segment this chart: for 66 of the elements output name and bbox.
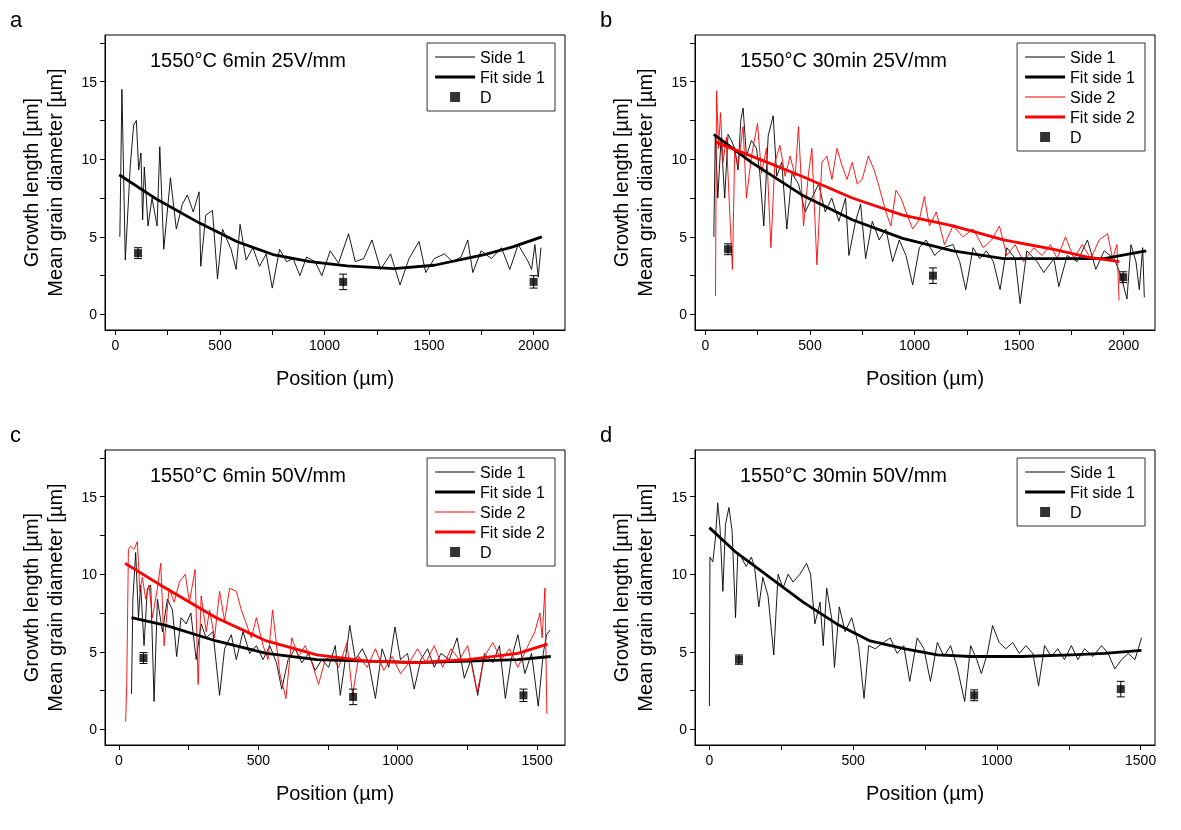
legend-label: Fit side 1 xyxy=(480,483,546,501)
text: 1550°C 30min 25V/mm xyxy=(740,49,947,71)
y-tick-label: 5 xyxy=(679,643,688,660)
y-tick-label: 10 xyxy=(671,151,688,168)
legend-label: Side 2 xyxy=(480,503,526,521)
y-axis-title: Growth length [µm] Mean grain diameter [µm] xyxy=(20,483,66,712)
y-tick-label: 10 xyxy=(81,151,98,168)
legend-label: Fit side 1 xyxy=(480,68,546,86)
x-axis-title: Position (µm) xyxy=(275,367,395,389)
x-tick-label: 0 xyxy=(115,752,124,768)
x-tick-label: 1500 xyxy=(1003,337,1035,353)
legend-label: Side 1 xyxy=(480,463,526,481)
x-axis-title: Position (µm) xyxy=(865,367,985,389)
y-tick-label: 15 xyxy=(671,73,688,90)
text: 1550°C 6min 50V/mm xyxy=(150,464,346,486)
x-tick-label: 2000 xyxy=(1108,337,1140,353)
legend-label: Side 1 xyxy=(1070,48,1116,66)
x-axis-title: Position (µm) xyxy=(275,782,395,804)
y-tick-label: 0 xyxy=(89,306,98,323)
x-tick-label: 1000 xyxy=(382,752,414,768)
y-tick-label: 10 xyxy=(671,566,688,583)
legend-label: Fit side 2 xyxy=(480,523,546,541)
x-tick-label: 2000 xyxy=(518,337,550,353)
text: c xyxy=(10,421,21,447)
legend-label: D xyxy=(480,543,492,561)
legend-label: Side 1 xyxy=(1070,463,1116,481)
y-axis-title: Growth length [µm] Mean grain diameter [µm] xyxy=(610,483,656,712)
y-tick-label: 0 xyxy=(89,721,98,738)
x-tick-label: 500 xyxy=(208,337,232,353)
x-tick-label: 1000 xyxy=(308,337,341,353)
y-axis-title: Growth length [µm] Mean grain diameter [µm] xyxy=(610,68,656,297)
x-tick-label: 0 xyxy=(705,752,714,768)
text: a xyxy=(10,6,23,32)
y-tick-label: 15 xyxy=(81,73,98,90)
legend-label: Fit side 2 xyxy=(1070,108,1136,126)
x-tick-label: 1000 xyxy=(981,752,1013,768)
x-tick-label: 0 xyxy=(111,337,120,353)
x-tick-label: 1500 xyxy=(413,337,445,353)
legend-label: Fit side 1 xyxy=(1070,483,1136,501)
x-axis-title: Position (µm) xyxy=(865,782,985,804)
x-tick-label: 500 xyxy=(841,752,866,768)
y-tick-label: 0 xyxy=(679,721,688,738)
legend-label: D xyxy=(480,88,492,106)
x-tick-label: 1500 xyxy=(521,752,553,768)
y-axis-title: Growth length [µm] Mean grain diameter [µm] xyxy=(20,68,66,297)
legend-label: Side 1 xyxy=(480,48,526,66)
x-tick-label: 500 xyxy=(246,752,271,768)
legend-label: D xyxy=(1070,128,1082,146)
text: d xyxy=(600,421,613,447)
y-tick-label: 0 xyxy=(679,306,688,323)
text: 1550°C 30min 50V/mm xyxy=(740,464,947,486)
x-tick-label: 0 xyxy=(701,337,710,353)
legend-label: Fit side 1 xyxy=(1070,68,1136,86)
y-tick-label: 15 xyxy=(671,488,688,505)
y-tick-label: 5 xyxy=(89,228,98,245)
y-tick-label: 5 xyxy=(679,228,688,245)
x-tick-label: 1000 xyxy=(898,337,931,353)
y-tick-label: 15 xyxy=(81,488,98,505)
legend-label: Side 2 xyxy=(1070,88,1116,106)
y-tick-label: 10 xyxy=(81,566,98,583)
x-tick-label: 500 xyxy=(798,337,822,353)
x-tick-label: 1500 xyxy=(1125,752,1157,768)
text: 1550°C 6min 25V/mm xyxy=(150,49,346,71)
y-tick-label: 5 xyxy=(89,643,98,660)
legend-label: D xyxy=(1070,503,1082,521)
text: b xyxy=(600,6,613,32)
